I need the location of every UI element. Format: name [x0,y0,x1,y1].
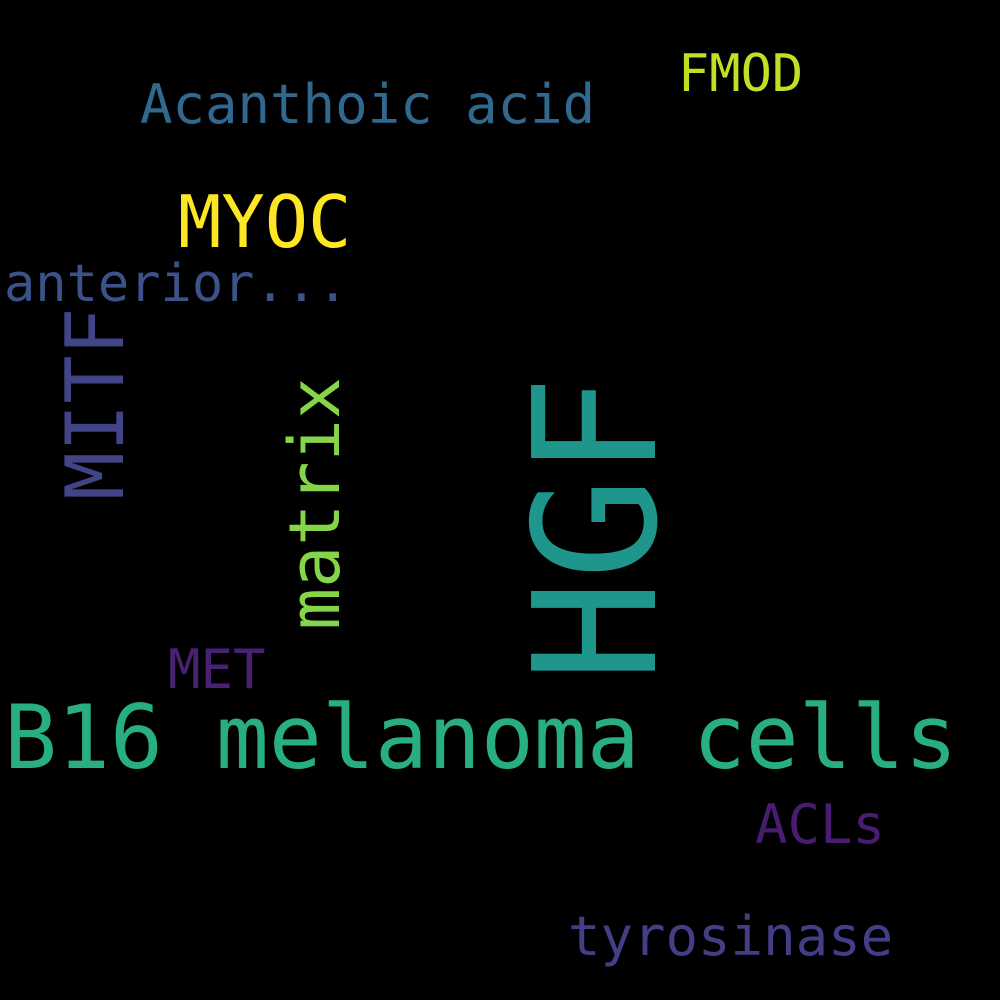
word-acls: ACLs [755,793,886,856]
word-tyrosinase: tyrosinase [568,905,894,968]
word-acanthoic-acid: Acanthoic acid [140,73,596,136]
word-b16-melanoma-cells: B16 melanoma cells [4,686,958,789]
word-met: MET [168,638,266,701]
word-fmod: FMOD [678,44,804,104]
word-matrix: matrix [274,377,356,630]
word-myoc: MYOC [178,180,352,264]
word-hgf: HGF [498,374,696,682]
word-mitf: MITF [49,307,142,500]
word-anterior: anterior... [4,254,349,314]
